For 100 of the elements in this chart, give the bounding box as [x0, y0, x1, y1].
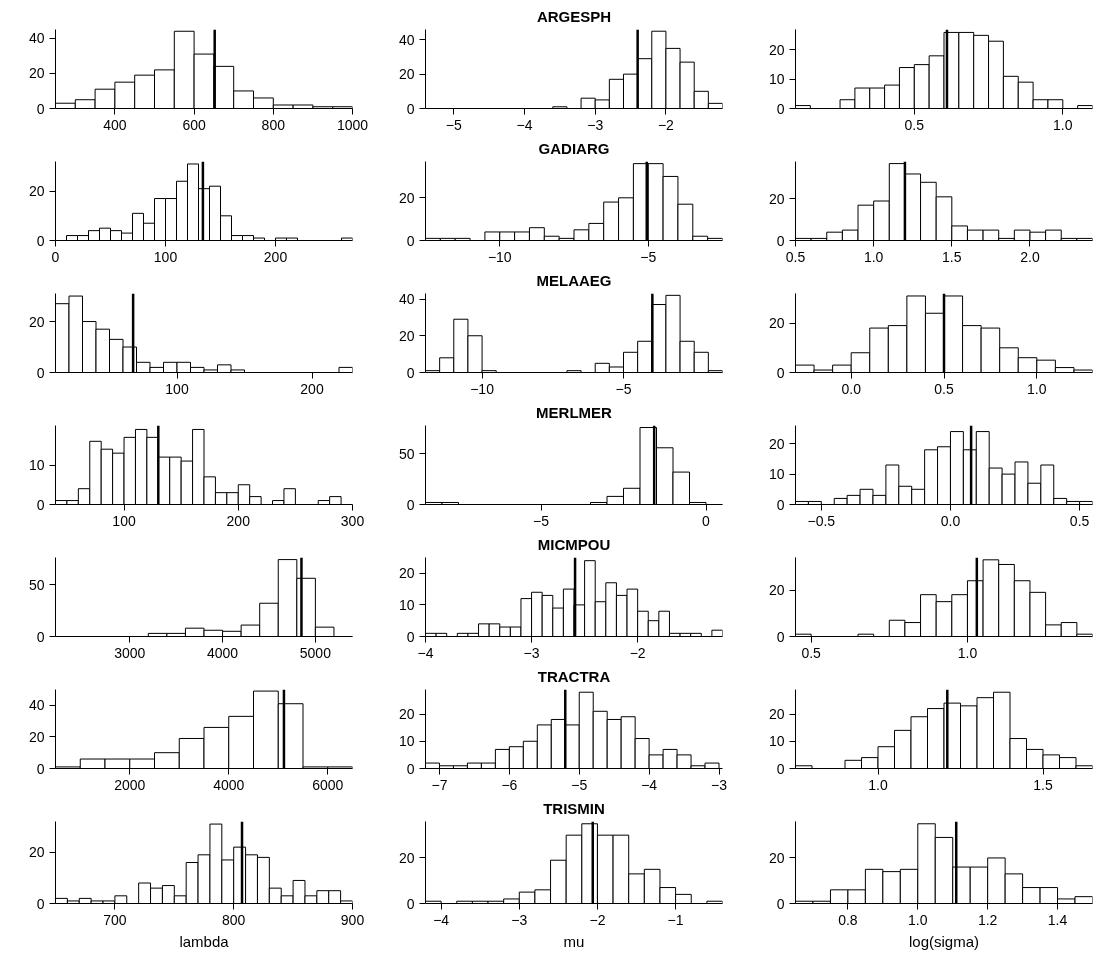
- x-tick-label: −5: [533, 512, 550, 529]
- y-tick-label: 0: [36, 496, 45, 513]
- y-tick-label: 0: [36, 364, 45, 381]
- x-tick-label: −1: [667, 911, 684, 928]
- y-tick-label: 20: [28, 844, 45, 861]
- y-tick-label: 0: [36, 895, 45, 912]
- y-tick-label: 10: [768, 733, 785, 750]
- x-tick-label: 1.4: [1047, 911, 1068, 928]
- y-tick-label: 40: [28, 697, 45, 714]
- y-tick-label: 0: [776, 496, 785, 513]
- y-tick-label: 40: [398, 31, 415, 48]
- y-tick-label: 0: [406, 895, 415, 912]
- x-tick-label: 2000: [114, 776, 146, 793]
- y-tick-label: 20: [28, 65, 45, 82]
- x-tick-label: 300: [340, 512, 365, 529]
- x-tick-label: 1.5: [942, 248, 962, 265]
- x-tick-label: 0.8: [838, 911, 858, 928]
- x-tick-label: 100: [165, 380, 189, 397]
- y-tick-label: 0: [406, 232, 415, 249]
- x-tick-label: 4000: [206, 644, 239, 661]
- x-tick-label: 1.0: [1027, 380, 1047, 397]
- y-tick-label: 40: [398, 291, 415, 308]
- y-tick-label: 0: [776, 760, 785, 777]
- x-tick-label: 100: [153, 248, 178, 265]
- x-tick-label: 100: [112, 512, 136, 529]
- x-tick-label: 700: [103, 911, 127, 928]
- y-tick-label: 20: [398, 189, 415, 206]
- y-tick-label: 10: [398, 596, 415, 613]
- x-tick-label: 0.5: [801, 644, 822, 661]
- x-tick-label: 1.0: [868, 776, 888, 793]
- y-tick-label: 20: [768, 315, 785, 332]
- x-tick-label: 1.0: [1053, 116, 1073, 133]
- x-tick-label: −3: [711, 776, 728, 793]
- x-axis-title: lambda: [179, 932, 230, 950]
- x-tick-label: −4: [417, 644, 434, 661]
- x-tick-label: −10: [487, 248, 512, 265]
- y-tick-label: 0: [776, 100, 785, 117]
- y-tick-label: 0: [36, 760, 45, 777]
- x-tick-label: 4000: [213, 776, 245, 793]
- x-tick-label: −4: [641, 776, 658, 793]
- y-tick-label: 0: [776, 232, 785, 249]
- x-tick-label: 400: [103, 116, 127, 133]
- x-tick-label: 5000: [299, 644, 332, 661]
- y-tick-label: 0: [776, 895, 785, 912]
- y-tick-label: 0: [36, 100, 45, 117]
- x-tick-label: 2.0: [1020, 248, 1040, 265]
- x-tick-label: 900: [340, 911, 365, 928]
- y-tick-label: 0: [406, 496, 415, 513]
- y-tick-label: 20: [398, 327, 415, 344]
- x-tick-label: −10: [470, 380, 495, 397]
- chart-title: TRISMIN: [543, 799, 605, 817]
- y-tick-label: 20: [398, 565, 415, 582]
- x-tick-label: 1.2: [977, 911, 998, 928]
- y-tick-label: 10: [768, 71, 785, 88]
- y-tick-label: 20: [768, 849, 785, 866]
- y-tick-label: 50: [398, 445, 415, 462]
- x-tick-label: 1.0: [863, 248, 884, 265]
- x-tick-label: −4: [433, 911, 450, 928]
- x-axis-title: log(sigma): [908, 932, 980, 950]
- x-tick-label: 0: [702, 512, 711, 529]
- y-tick-label: 20: [398, 849, 415, 866]
- x-tick-label: 0.0: [940, 512, 961, 529]
- x-tick-label: 0.0: [841, 380, 862, 397]
- y-tick-label: 0: [406, 364, 415, 381]
- x-tick-label: 200: [226, 512, 251, 529]
- x-tick-label: 3000: [114, 644, 146, 661]
- y-tick-label: 10: [28, 457, 45, 473]
- x-tick-label: −2: [589, 911, 606, 928]
- y-tick-label: 20: [768, 435, 785, 452]
- y-tick-label: 10: [398, 733, 415, 750]
- x-tick-label: 1.0: [957, 644, 978, 661]
- x-tick-label: 1.0: [908, 911, 928, 928]
- y-tick-label: 20: [768, 41, 785, 58]
- x-tick-label: −2: [629, 644, 646, 661]
- chart-title: ARGESPH: [536, 7, 612, 25]
- chart-title: GADIARG: [538, 139, 610, 157]
- x-tick-label: 1000: [336, 116, 369, 133]
- x-axis-title: mu: [563, 932, 585, 950]
- y-tick-label: 20: [768, 190, 785, 207]
- y-tick-label: 0: [406, 760, 415, 777]
- x-tick-label: 0.5: [904, 116, 925, 133]
- x-tick-label: 0: [51, 248, 60, 265]
- y-tick-label: 20: [398, 66, 415, 83]
- y-tick-label: 20: [768, 582, 785, 599]
- x-tick-label: 1.5: [1033, 776, 1053, 793]
- x-tick-label: −6: [501, 776, 518, 793]
- y-tick-label: 0: [406, 100, 415, 117]
- x-tick-label: −5: [640, 248, 657, 265]
- y-tick-label: 20: [398, 706, 415, 723]
- y-tick-label: 50: [28, 576, 45, 593]
- x-tick-label: −5: [615, 380, 632, 397]
- y-tick-label: 20: [28, 313, 45, 330]
- y-tick-label: 20: [768, 706, 785, 723]
- y-tick-label: 0: [36, 628, 45, 645]
- x-tick-label: 800: [261, 116, 286, 133]
- y-tick-label: 0: [406, 628, 415, 645]
- x-tick-label: −0.5: [807, 512, 836, 529]
- x-tick-label: 0.5: [934, 380, 954, 397]
- x-tick-label: 0.5: [785, 248, 806, 265]
- x-tick-label: 200: [300, 380, 324, 397]
